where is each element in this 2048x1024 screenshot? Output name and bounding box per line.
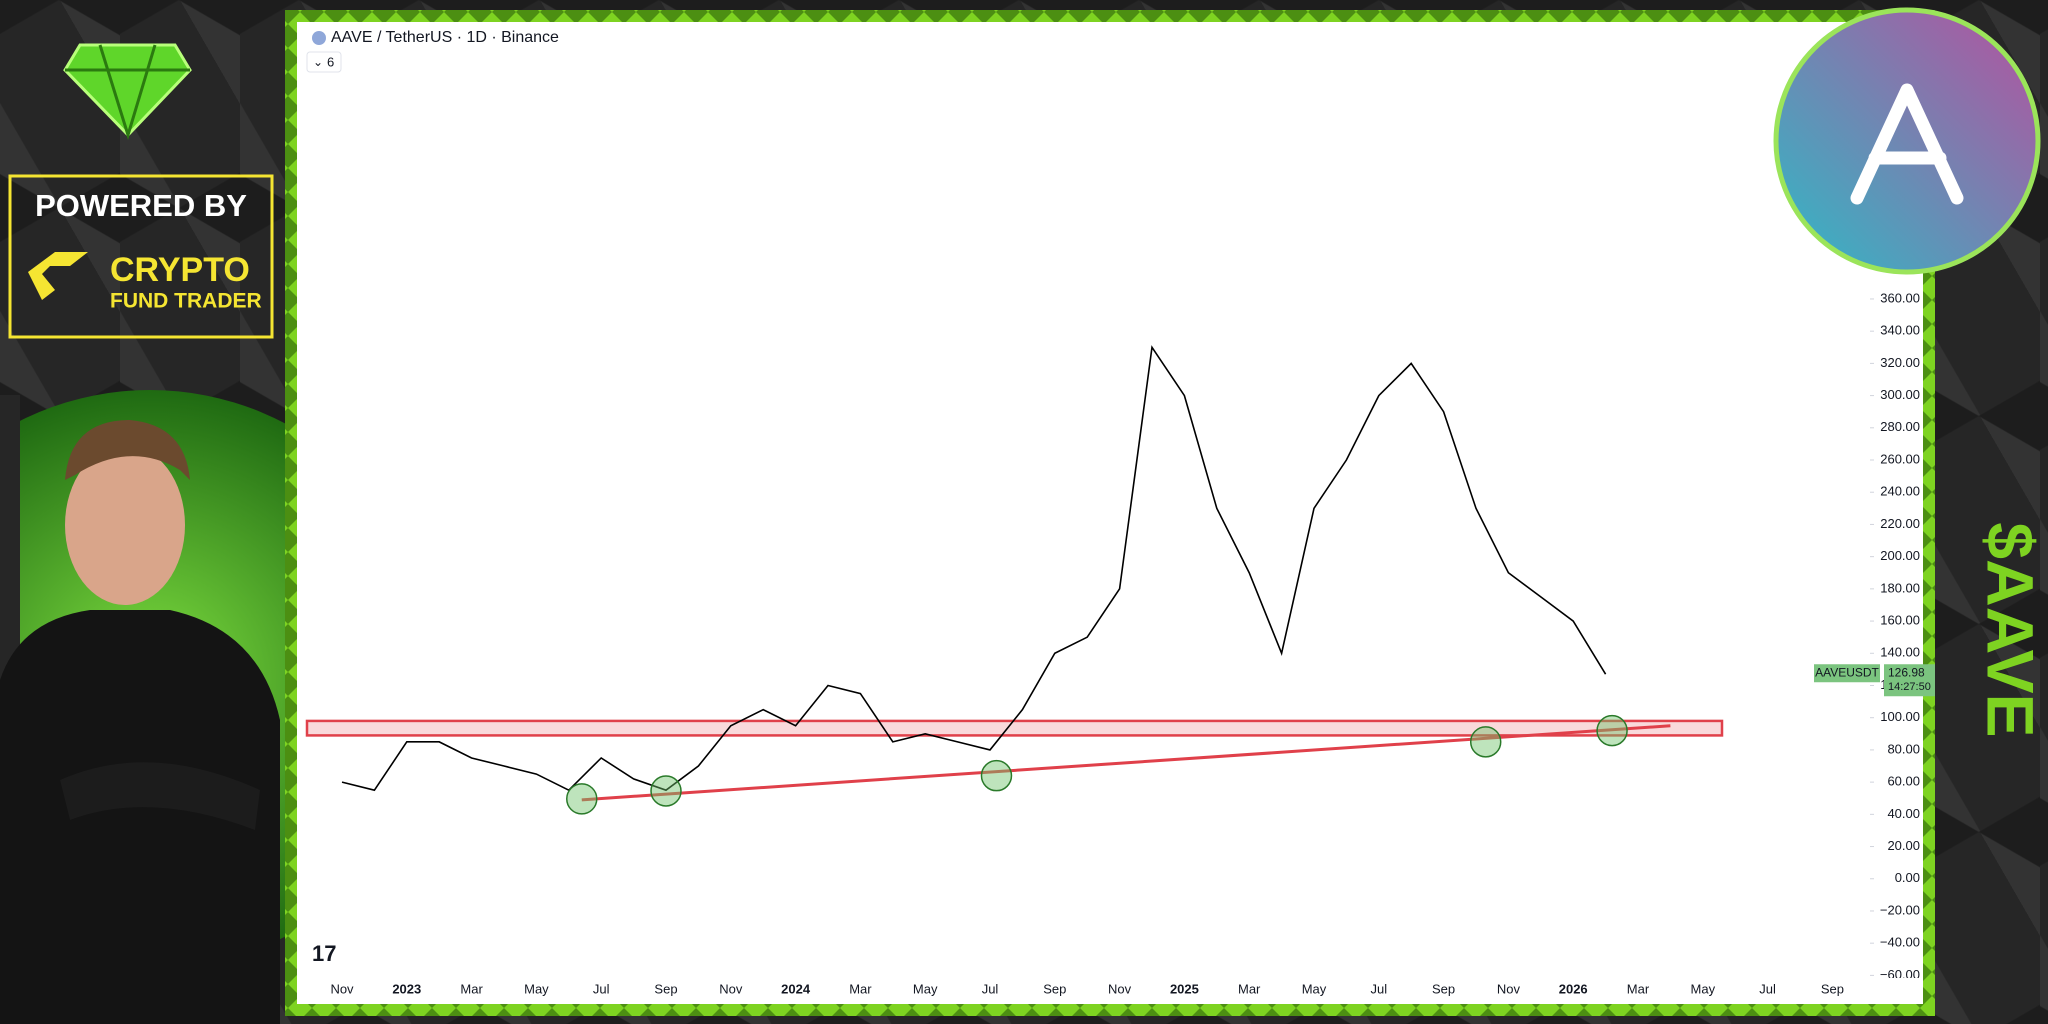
brand-bottom: FUND TRADER <box>110 290 262 313</box>
y-tick-label: 280.00 <box>1880 419 1920 434</box>
powered-by: POWERED BY <box>35 188 247 223</box>
x-tick-label: Jul <box>1370 981 1387 996</box>
x-tick-label: Sep <box>1821 981 1844 996</box>
x-tick-label: Nov <box>1108 981 1132 996</box>
y-tick-label: 340.00 <box>1880 323 1920 338</box>
y-tick-label: 220.00 <box>1880 516 1920 531</box>
brand-icon <box>28 252 88 300</box>
highlight <box>1596 714 1628 747</box>
x-tick-label: Mar <box>1627 981 1650 996</box>
y-tick-label: −20.00 <box>1880 902 1920 917</box>
trendline <box>581 724 1671 802</box>
y-tick-label: 360.00 <box>1880 290 1920 305</box>
highlight <box>566 783 598 815</box>
x-tick-label: Jul <box>982 981 999 996</box>
support-zone <box>305 719 1724 737</box>
y-tick-label: 0.00 <box>1895 870 1920 885</box>
x-tick-label: 2024 <box>781 981 811 996</box>
x-tick-label: Sep <box>654 981 677 996</box>
x-tick-label: Sep <box>1043 981 1066 996</box>
price-line <box>341 345 1607 792</box>
x-tick-label: Nov <box>1497 981 1521 996</box>
tv-logo: 17 <box>312 941 336 966</box>
indicator-toggle[interactable] <box>306 51 342 73</box>
x-tick-label: Mar <box>849 981 872 996</box>
symbol-badge <box>1814 664 1880 683</box>
gem-logo <box>63 43 192 141</box>
indicator-chevron: ⌄ <box>313 55 323 69</box>
x-tick-label: Sep <box>1432 981 1455 996</box>
highlight <box>1469 726 1502 758</box>
indicator-count: 6 <box>327 54 334 69</box>
price-label: 126.98 <box>1888 665 1925 679</box>
y-tick-label: 20.00 <box>1887 838 1920 853</box>
highlight <box>650 775 682 807</box>
x-tick-label: May <box>1302 981 1327 996</box>
x-tick-label: May <box>1691 981 1716 996</box>
y-tick-label: 200.00 <box>1880 548 1920 563</box>
presenter <box>0 420 280 1024</box>
countdown: 14:27:50 <box>1888 681 1931 693</box>
y-tick-label: 320.00 <box>1880 355 1920 370</box>
symbol-icon <box>312 31 326 45</box>
y-tick-label: 40.00 <box>1887 806 1920 821</box>
x-tick-label: Mar <box>460 981 483 996</box>
bottom-mask <box>1875 978 1923 1004</box>
symbol-label: AAVEUSDT <box>1815 665 1879 679</box>
x-tick-label: Mar <box>1238 981 1261 996</box>
y-tick-label: 60.00 <box>1887 774 1920 789</box>
y-tick-label: 80.00 <box>1887 741 1920 756</box>
ticker: $AAVE <box>1974 522 2048 737</box>
x-tick-label: Nov <box>719 981 743 996</box>
x-tick-label: 2023 <box>392 981 421 996</box>
plot: −60.00−40.00−20.000.0020.0040.0060.0080.… <box>305 290 1935 1004</box>
brand-top: CRYPTO <box>110 251 250 289</box>
y-tick-label: 100.00 <box>1880 709 1920 724</box>
y-tick-label: −40.00 <box>1880 935 1920 950</box>
x-tick-label: 2025 <box>1170 981 1199 996</box>
chart-title: AAVE / TetherUS · 1D · Binance <box>331 29 559 46</box>
price-badge <box>1884 664 1935 697</box>
y-tick-label: 300.00 <box>1880 387 1920 402</box>
y-tick-label: 180.00 <box>1880 580 1920 595</box>
y-tick-label: 260.00 <box>1880 451 1920 466</box>
highlight <box>980 759 1013 792</box>
chart-panel <box>297 22 1923 1004</box>
x-tick-label: Jul <box>1759 981 1776 996</box>
y-tick-label: 240.00 <box>1880 484 1920 499</box>
y-tick-label: 140.00 <box>1880 645 1920 660</box>
x-tick-label: Jul <box>593 981 610 996</box>
x-tick-label: Nov <box>330 981 354 996</box>
x-tick-label: May <box>913 981 938 996</box>
aave-logo <box>1773 7 2041 275</box>
x-tick-label: 2026 <box>1559 981 1588 996</box>
brand-box <box>8 174 274 339</box>
y-tick-label: 160.00 <box>1880 613 1920 628</box>
x-tick-label: May <box>524 981 549 996</box>
aave-glyph <box>1850 83 1964 205</box>
